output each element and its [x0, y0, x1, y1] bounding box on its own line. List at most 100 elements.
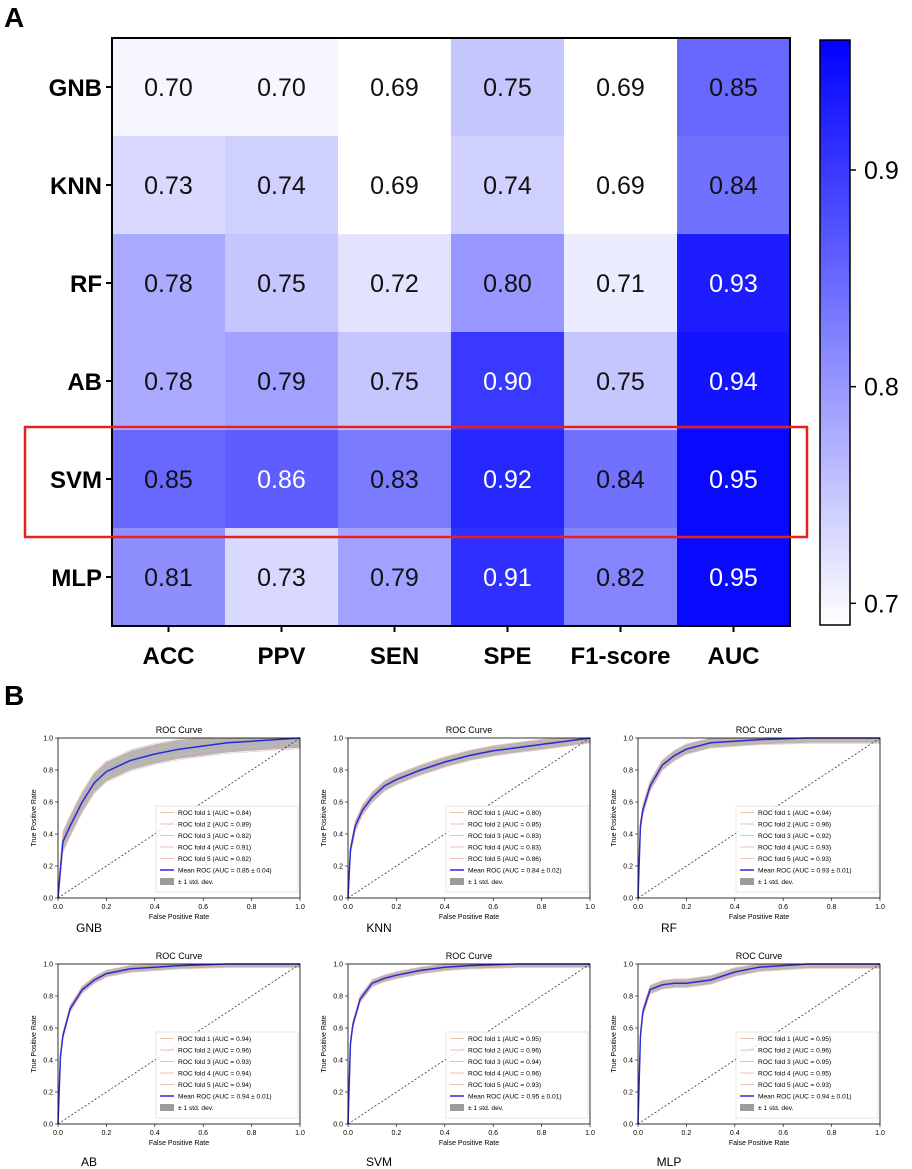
x-tick-label: 0.6 [488, 904, 498, 911]
x-tick-label: 0.8 [537, 1130, 547, 1137]
y-tick-label: 0.0 [43, 896, 53, 903]
heatmap-value-label: 0.75 [483, 74, 532, 102]
y-tick-label: 0.2 [333, 864, 343, 871]
heatmap-value-label: 0.84 [709, 172, 758, 200]
legend-entry: ± 1 std. dev. [758, 879, 794, 886]
heatmap-value-label: 0.85 [144, 466, 193, 494]
y-axis-label: True Positive Rate [31, 789, 38, 846]
heatmap-value-label: 0.78 [144, 270, 193, 298]
heatmap-cell-rf-f1-score [564, 234, 678, 333]
roc-title: ROC Curve [156, 951, 203, 961]
heatmap-cell-mlp-auc [677, 528, 791, 627]
heatmap-cell-knn-acc [112, 136, 226, 235]
y-tick-label: 1.0 [333, 736, 343, 743]
y-tick-label: 1.0 [43, 962, 53, 969]
y-tick-label: 0.0 [333, 896, 343, 903]
legend-entry: ± 1 std. dev. [468, 1105, 504, 1112]
plot-frame [57, 963, 301, 1125]
heatmap-value-label: 0.95 [709, 466, 758, 494]
heatmap-value-label: 0.78 [144, 368, 193, 396]
highlight-box-svm [23, 425, 809, 539]
plot-frame [637, 737, 881, 899]
legend-entry: ROC fold 5 (AUC = 0.94) [178, 1082, 251, 1089]
legend-box [445, 1031, 589, 1119]
heatmap-value-label: 0.94 [709, 368, 758, 396]
plot-frame [347, 737, 591, 899]
heatmap-value-label: 0.75 [596, 368, 645, 396]
legend-entry: ROC fold 4 (AUC = 0.95) [758, 1071, 831, 1078]
roc-chart-mlp: ROC Curve 0.00.0 0.2 0.2 0.4 0.4 0.6 0.6 0.8 0.8 1… [611, 951, 885, 1168]
x-tick-label: 0.2 [102, 904, 112, 911]
legend-entry: ROC fold 5 (AUC = 0.93) [758, 1082, 831, 1089]
heatmap-value-label: 0.91 [483, 564, 532, 592]
x-tick-label: 0.0 [343, 1130, 353, 1137]
heatmap-cell-knn-ppv [225, 136, 339, 235]
legend-entry: Mean ROC (AUC = 0.85 ± 0.04) [178, 868, 272, 875]
y-tick-label: 0.6 [623, 1026, 633, 1033]
x-axis-label: False Positive Rate [729, 914, 789, 921]
legend-entry: Mean ROC (AUC = 0.93 ± 0.01) [758, 868, 852, 875]
heatmap-cell-svm-f1-score [564, 430, 678, 529]
y-tick-label: 0.6 [43, 1026, 53, 1033]
y-tick-label: 0.4 [623, 832, 633, 839]
legend-entry: ROC fold 3 (AUC = 0.82) [178, 833, 251, 840]
heatmap-value-label: 0.74 [483, 172, 532, 200]
heatmap-cell-rf-auc [677, 234, 791, 333]
heatmap-cell-mlp-acc [112, 528, 226, 627]
y-tick-label: 0.8 [43, 994, 53, 1001]
legend-entry: ROC fold 1 (AUC = 0.95) [468, 1036, 541, 1043]
heatmap-chart: 0.70 0.70 0.69 0.75 0.69 0.85 0.73 0.74 0.69 0.74… [23, 37, 899, 670]
heatmap-cell-knn-f1-score [564, 136, 678, 235]
mean-roc-curve [57, 963, 300, 1125]
row-label-mlp: MLP [51, 565, 102, 592]
heatmap-cell-svm-acc [112, 430, 226, 529]
legend-entry: ROC fold 2 (AUC = 0.96) [468, 1048, 541, 1055]
heatmap-value-label: 0.69 [370, 172, 419, 200]
heatmap-cell-gnb-auc [677, 38, 791, 137]
x-tick-label: 1.0 [585, 904, 595, 911]
heatmap-cell-gnb-spe [451, 38, 565, 137]
x-tick-label: 0.4 [440, 904, 450, 911]
heatmap-cell-knn-spe [451, 136, 565, 235]
heatmap-value-label: 0.80 [483, 270, 532, 298]
x-tick-label: 0.8 [827, 1130, 837, 1137]
heatmap-value-label: 0.73 [144, 172, 193, 200]
x-axis-label: False Positive Rate [729, 1140, 789, 1147]
legend-box [735, 805, 879, 893]
colorbar-tick-label: 0.8 [864, 374, 899, 402]
heatmap-value-label: 0.69 [596, 172, 645, 200]
heatmap-cell-ab-ppv [225, 332, 339, 431]
y-tick-label: 0.8 [333, 768, 343, 775]
legend-entry: Mean ROC (AUC = 0.94 ± 0.01) [178, 1094, 272, 1101]
fold-curve [347, 737, 590, 893]
legend-entry: ROC fold 4 (AUC = 0.96) [468, 1071, 541, 1078]
heatmap-cell-gnb-sen [338, 38, 452, 137]
heatmap-value-label: 0.73 [257, 564, 306, 592]
x-tick-label: 0.6 [198, 1130, 208, 1137]
legend-swatch-band [740, 878, 754, 885]
legend-entry: ± 1 std. dev. [178, 879, 214, 886]
x-tick-label: 0.4 [440, 1130, 450, 1137]
legend-swatch-band [160, 878, 174, 885]
mean-roc-curve [347, 737, 591, 899]
y-tick-label: 0.8 [623, 768, 633, 775]
column-label-sen: SEN [370, 643, 419, 670]
heatmap-cell-svm-auc [677, 430, 791, 529]
x-tick-label: 0.8 [537, 904, 547, 911]
heatmap-value-label: 0.75 [370, 368, 419, 396]
x-tick-label: 0.4 [150, 904, 160, 911]
legend-entry: ± 1 std. dev. [178, 1105, 214, 1112]
heatmap-value-label: 0.79 [370, 564, 419, 592]
legend-box [155, 1031, 299, 1119]
y-axis-label: True Positive Rate [611, 789, 618, 846]
heatmap-cell-rf-acc [112, 234, 226, 333]
legend-entry: ROC fold 1 (AUC = 0.84) [178, 810, 251, 817]
y-tick-label: 0.6 [333, 1026, 343, 1033]
fold-curve [347, 737, 591, 896]
y-axis-label: True Positive Rate [611, 1015, 618, 1072]
x-tick-label: 0.0 [53, 1130, 63, 1137]
heatmap-value-label: 0.75 [257, 270, 306, 298]
heatmap-cell-rf-sen [338, 234, 452, 333]
heatmap-cell-svm-sen [338, 430, 452, 529]
heatmap-value-label: 0.90 [483, 368, 532, 396]
